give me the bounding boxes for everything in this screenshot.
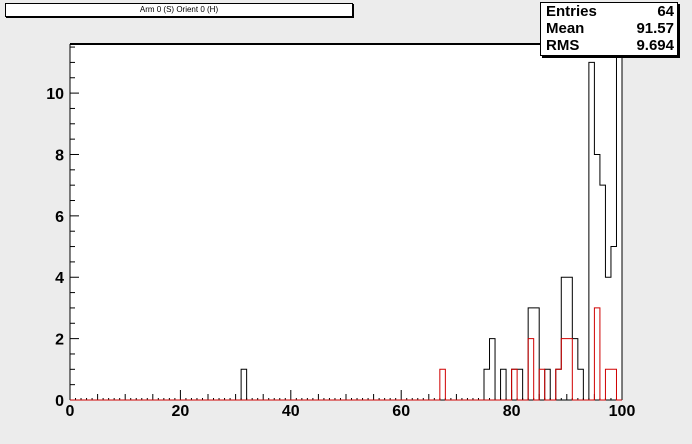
y-tick-label: 6: [55, 209, 64, 226]
stats-label: Entries: [546, 3, 597, 20]
stats-value: 9.694: [636, 37, 674, 54]
y-tick-label: 10: [46, 86, 64, 103]
y-tick-label: 4: [55, 270, 64, 287]
stats-row-mean: Mean 91.57: [541, 21, 677, 37]
plot-frame: [70, 44, 622, 400]
histogram-series: [70, 43, 623, 401]
stats-label: RMS: [546, 37, 580, 54]
stats-value: 64: [657, 3, 674, 20]
histogram-title: Arm 0 (S) Orient 0 (H): [5, 3, 353, 17]
x-tick-label: 80: [503, 403, 521, 420]
stats-value: 91.57: [636, 20, 674, 37]
histogram-series-1: [70, 307, 622, 401]
x-tick-label: 100: [609, 403, 636, 420]
x-tick-label: 60: [392, 403, 410, 420]
stats-row-entries: Entries 64: [541, 4, 677, 20]
y-tick-label: 8: [55, 147, 64, 164]
x-tick-label: 20: [172, 403, 190, 420]
stats-box: Entries 64 Mean 91.57 RMS 9.694: [540, 2, 678, 56]
y-tick-label: 0: [55, 393, 64, 410]
x-tick-label: 0: [66, 403, 75, 420]
x-tick-label: 40: [282, 403, 300, 420]
stats-row-rms: RMS 9.694: [541, 38, 677, 54]
stats-label: Mean: [546, 20, 585, 37]
y-tick-label: 2: [55, 332, 64, 349]
